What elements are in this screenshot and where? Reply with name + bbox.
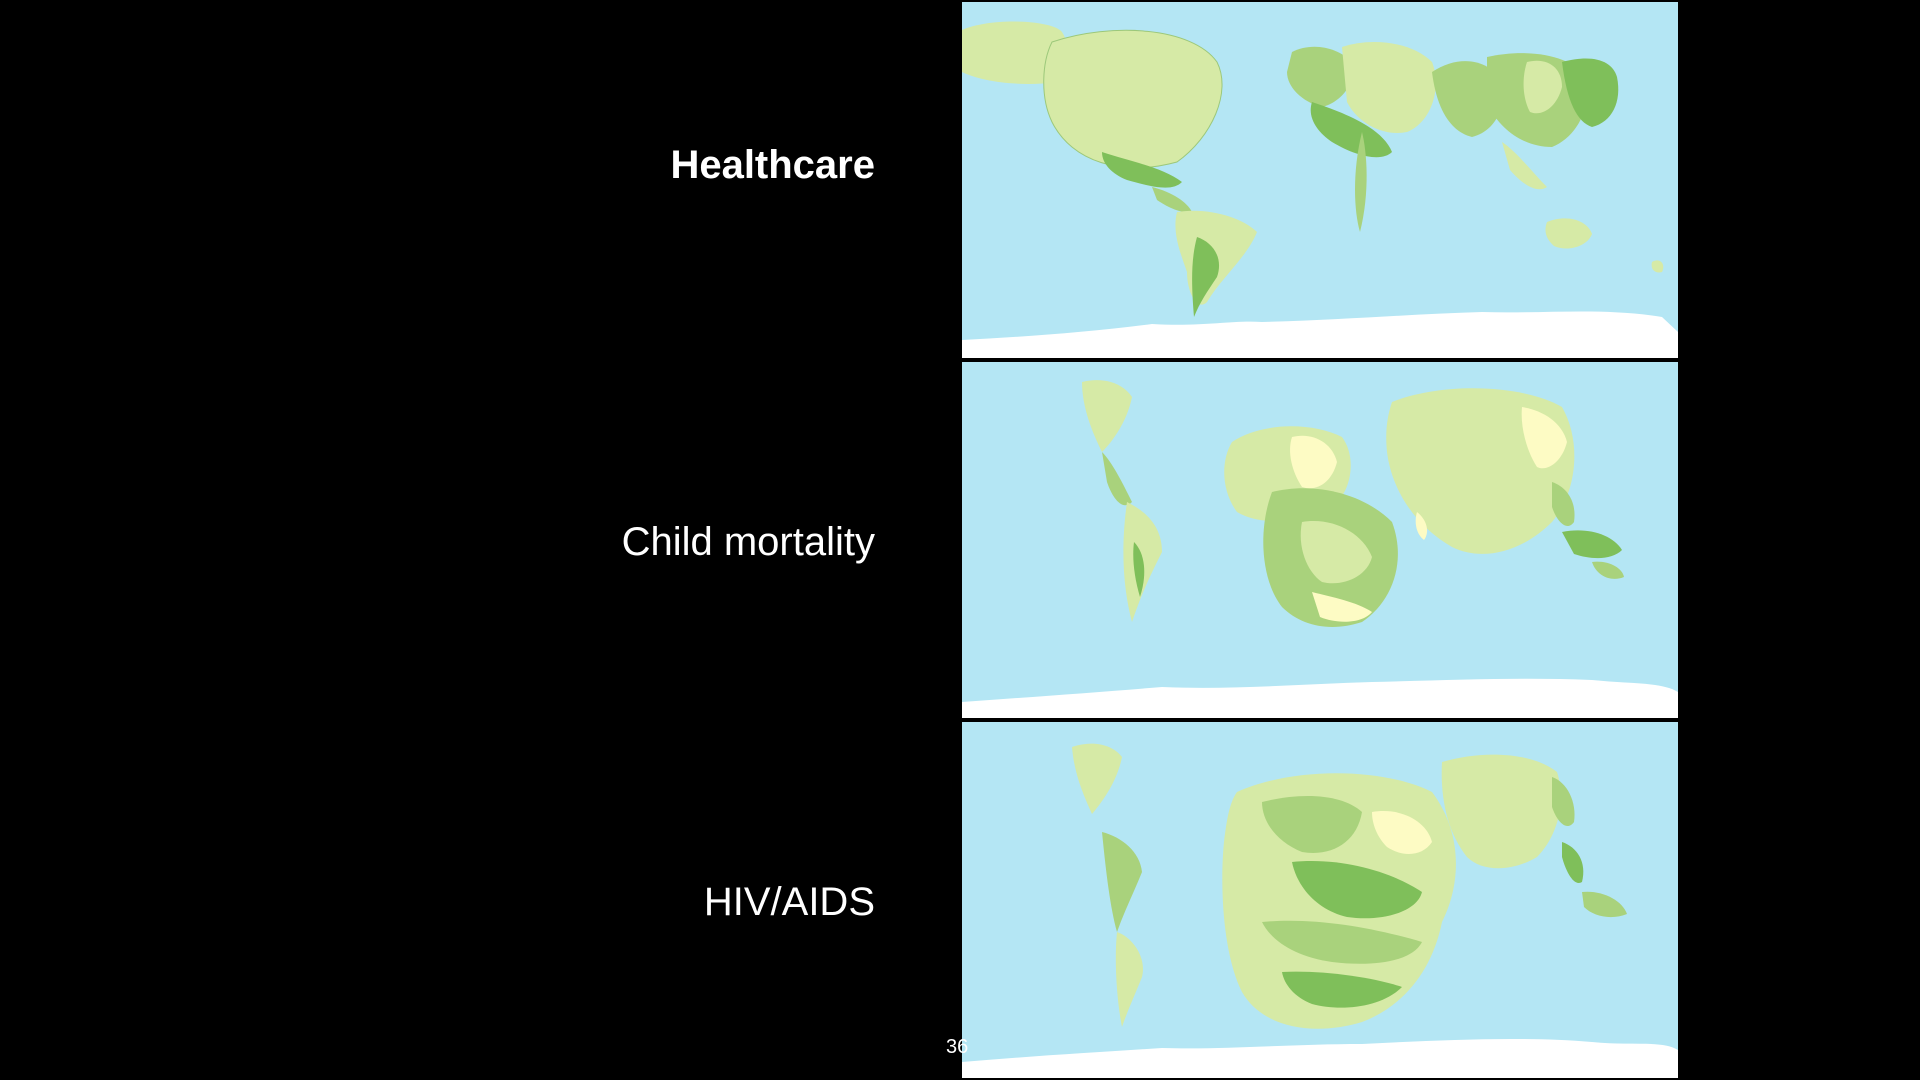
map-child-mortality <box>962 362 1678 718</box>
cartogram-hiv-aids-image <box>962 743 1678 1078</box>
row-label-child-mortality: Child mortality <box>621 520 875 564</box>
slide-number: 36 <box>946 1036 969 1058</box>
cartogram-healthcare-image <box>962 21 1678 358</box>
row-label-hiv-aids: HIV/AIDS <box>703 880 875 924</box>
row-label-healthcare: Healthcare <box>670 143 875 187</box>
map-hiv-aids <box>962 722 1678 1078</box>
map-healthcare <box>962 2 1678 358</box>
cartogram-child-mortality-image <box>962 380 1678 718</box>
